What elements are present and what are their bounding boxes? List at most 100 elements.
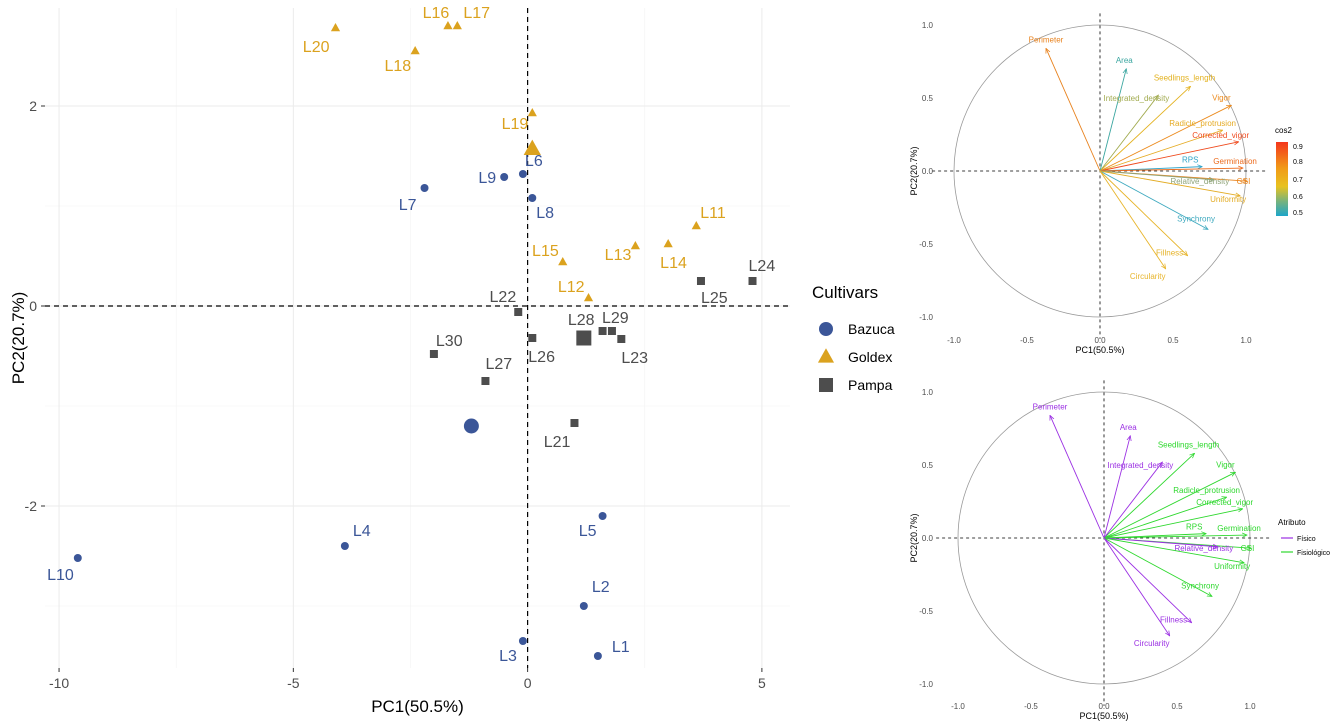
vector-circularity (1103, 537, 1170, 636)
vector-label-vigor: Vigor (1212, 93, 1231, 102)
x-tick-label: 0.0 (1098, 702, 1110, 711)
x-tick-label: 1.0 (1244, 702, 1256, 711)
vector-label-radicle-protrusion: Radicle_protrusion (1169, 119, 1236, 128)
point-l25 (696, 277, 705, 285)
vector-area (1099, 69, 1126, 172)
vector-label-uniformity: Uniformity (1214, 562, 1250, 571)
vector-label-synchrony: Synchrony (1181, 581, 1219, 590)
point-l7 (420, 184, 429, 192)
point-label-l25: L25 (701, 290, 728, 307)
point-l27 (481, 377, 490, 385)
point-label-l26: L26 (528, 349, 555, 366)
point-l8 (528, 194, 537, 202)
x-axis-title: PC1(50.5%) (1075, 345, 1124, 355)
vector-fillness (1103, 537, 1192, 623)
point-l21 (570, 419, 579, 427)
centroid-bazuca (463, 418, 479, 434)
y-tick-label: -1.0 (919, 313, 933, 322)
y-tick-label: 1.0 (922, 388, 934, 397)
point-label-l10: L10 (47, 567, 74, 584)
legend-label-f-sico: Físico (1297, 536, 1316, 543)
y-axis-title: PC2(20.7%) (909, 513, 919, 562)
x-axis-title: PC1(50.5%) (1079, 711, 1128, 721)
vector-fillness (1099, 170, 1188, 256)
y-tick-label: -0.5 (919, 240, 933, 249)
point-l17 (452, 21, 462, 30)
point-label-l14: L14 (660, 255, 687, 272)
vector-relative-density (1103, 537, 1218, 547)
vector-label-fillness: Fillness (1156, 249, 1183, 258)
vector-label-integrated-density: Integrated_density (1107, 461, 1173, 470)
x-tick-label: -0.5 (1024, 702, 1038, 711)
vector-germination (1103, 535, 1247, 539)
x-tick-label: 0 (524, 675, 532, 691)
point-l11 (691, 221, 701, 230)
point-l12 (583, 293, 594, 302)
point-l20 (330, 23, 341, 32)
series-goldex: L11 L12 L13 L14 L15 L16 L17 L18 L19 L20 (303, 5, 726, 302)
legend-tick-label: 0.9 (1293, 144, 1303, 151)
point-l30 (429, 350, 438, 358)
legend-tick-label: 0.7 (1293, 177, 1303, 184)
vector-label-integrated-density: Integrated_density (1103, 94, 1169, 103)
point-l10 (73, 554, 82, 562)
legend-label-fisiol-gico: Fisiológico (1297, 550, 1330, 557)
vector-radicle-protrusion (1099, 130, 1223, 172)
legend: Cultivars Bazuca Goldex Pampa (812, 283, 895, 393)
legend-key-pampa (819, 378, 833, 392)
legend-key-bazuca (819, 322, 833, 336)
vector-uniformity (1099, 170, 1240, 196)
legend-label-bazuca: Bazuca (848, 321, 895, 337)
point-label-l19: L19 (502, 116, 529, 133)
point-l13 (630, 241, 640, 250)
vector-label-perimeter: Perimeter (1033, 402, 1068, 411)
vector-synchrony (1103, 537, 1212, 596)
legend-label-pampa: Pampa (848, 377, 893, 393)
vector-label-uniformity: Uniformity (1210, 195, 1246, 204)
series-pampa: L21 L22 L23 L24 L25 L26 L27 L28 L29 L30 (429, 258, 775, 451)
vector-label-circularity: Circularity (1130, 272, 1166, 281)
legend: Atributo Físico Fisiológico (1278, 518, 1330, 557)
y-tick-label: 1.0 (922, 21, 934, 30)
vector-area (1103, 436, 1130, 539)
point-label-l7: L7 (399, 197, 417, 214)
y-tick-label: -2 (25, 498, 38, 514)
y-tick-label: -0.5 (919, 607, 933, 616)
x-tick-label: -1.0 (951, 702, 965, 711)
vector-vigor (1103, 472, 1235, 539)
vector-circularity (1099, 170, 1166, 269)
point-label-l21: L21 (544, 434, 571, 451)
vector-label-rps: RPS (1182, 156, 1198, 165)
point-label-l12: L12 (558, 279, 585, 296)
vector-label-gsi: GSI (1237, 177, 1251, 186)
point-l28 (598, 327, 607, 335)
x-tick-label: 0.5 (1167, 336, 1179, 345)
x-tick-label: 5 (758, 675, 766, 691)
vector-label-area: Area (1120, 423, 1137, 432)
y-tick-label: 0.5 (922, 461, 934, 470)
point-label-l11: L11 (700, 205, 726, 222)
vector-relative-density (1099, 170, 1214, 180)
x-tick-label: -1.0 (947, 336, 961, 345)
point-label-l9: L9 (478, 170, 496, 187)
vector-label-radicle-protrusion: Radicle_protrusion (1173, 486, 1240, 495)
point-l22 (514, 308, 523, 316)
point-label-l8: L8 (536, 205, 554, 222)
vector-perimeter (1045, 48, 1101, 172)
vector-label-area: Area (1116, 56, 1133, 65)
point-l19 (527, 108, 537, 117)
vector-uniformity (1103, 537, 1244, 563)
point-label-l16: L16 (423, 5, 450, 22)
centroid-pampa (576, 330, 592, 346)
vector-radicle-protrusion (1103, 497, 1227, 539)
vector-label-gsi: GSI (1241, 544, 1255, 553)
point-l3 (518, 637, 527, 645)
legend-label-goldex: Goldex (848, 349, 892, 365)
y-axis-title: PC2(20.7%) (9, 292, 28, 385)
point-label-l30: L30 (436, 333, 463, 350)
x-tick-label: -5 (287, 675, 300, 691)
x-axis-title: PC1(50.5%) (371, 697, 464, 716)
y-tick-label: 0.0 (922, 534, 934, 543)
y-axis-title: PC2(20.7%) (909, 146, 919, 195)
